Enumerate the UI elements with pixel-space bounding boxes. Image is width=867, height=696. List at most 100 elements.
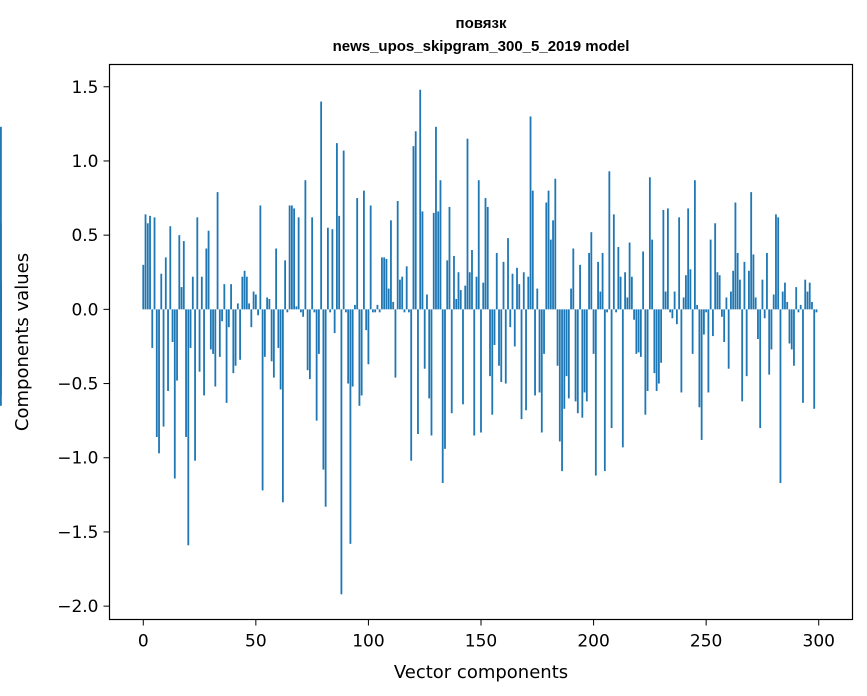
bar (581, 309, 584, 418)
bar (299, 309, 302, 313)
bar (480, 309, 482, 433)
bar (405, 266, 408, 310)
bar (349, 309, 352, 544)
bar (376, 304, 379, 310)
bar (630, 276, 633, 310)
bar (221, 309, 223, 322)
bar (799, 304, 802, 310)
bar (333, 309, 336, 334)
bar (619, 276, 622, 310)
bar (162, 309, 165, 427)
bar (275, 248, 278, 310)
bar (680, 309, 683, 393)
bar (784, 282, 786, 310)
bar (302, 309, 305, 317)
bar (763, 309, 766, 319)
bar (185, 309, 187, 437)
bar (781, 291, 784, 310)
bar (412, 146, 415, 310)
bar (288, 205, 291, 310)
bar (390, 220, 392, 310)
bar (439, 180, 442, 310)
bar (588, 252, 590, 310)
bar (306, 309, 309, 371)
bar (367, 309, 370, 365)
bar (646, 309, 649, 391)
bar (721, 309, 723, 317)
x-axis-label: Vector components (394, 662, 568, 683)
bar (372, 309, 374, 313)
bar (198, 309, 201, 372)
bar (513, 309, 516, 347)
bar (374, 309, 377, 313)
bar (576, 309, 579, 414)
bar (297, 217, 300, 310)
bar (401, 276, 404, 310)
bar (531, 190, 534, 310)
bar (295, 306, 298, 310)
bar (151, 309, 154, 348)
bar (331, 229, 334, 310)
bar (705, 309, 708, 313)
bar (396, 201, 399, 310)
bar (363, 190, 365, 310)
bar (682, 297, 685, 310)
bar (606, 309, 608, 313)
bar (423, 309, 426, 369)
bar (482, 282, 485, 310)
bar (757, 309, 759, 340)
bar (277, 309, 280, 348)
bar (232, 309, 235, 374)
bar (554, 178, 557, 310)
bar (236, 303, 239, 310)
bar (637, 309, 640, 353)
bar (734, 202, 737, 310)
bar (754, 297, 757, 310)
bar (516, 267, 518, 310)
bar (772, 294, 775, 310)
bar (597, 261, 599, 310)
bar (520, 309, 523, 420)
bar (304, 180, 307, 310)
bar (666, 208, 669, 310)
bar (806, 291, 809, 310)
bar (615, 309, 617, 313)
bar (0, 309, 2, 406)
plot-frame (108, 63, 854, 621)
x-tick-label: 100 (352, 632, 384, 652)
y-tick-label: −1.0 (57, 449, 98, 469)
bar (322, 309, 325, 470)
bar (383, 257, 386, 310)
bar (635, 309, 638, 354)
y-tick-label: 1.5 (71, 78, 98, 98)
x-tick-label: 50 (245, 632, 267, 652)
bar (261, 309, 264, 491)
bar (354, 304, 356, 310)
bar (158, 309, 160, 454)
bar (786, 301, 789, 310)
bar (642, 251, 645, 310)
bar (761, 279, 764, 310)
bar (538, 309, 541, 393)
chart-title: повязк (456, 15, 507, 32)
bar (245, 276, 248, 310)
bar (430, 309, 433, 436)
bar (324, 309, 327, 507)
bar (477, 180, 480, 310)
bar (804, 279, 807, 310)
bar (311, 217, 314, 310)
bar (797, 309, 800, 313)
bar (329, 309, 332, 313)
bar (739, 279, 741, 310)
bar (698, 309, 701, 408)
bar (317, 309, 320, 354)
bar (592, 309, 595, 354)
bar (468, 272, 471, 310)
bar (793, 309, 795, 366)
chart-subtitle: news_upos_skipgram_300_5_2019 model (333, 38, 630, 55)
bar (173, 309, 176, 479)
bar (628, 242, 631, 310)
bar (441, 309, 444, 483)
